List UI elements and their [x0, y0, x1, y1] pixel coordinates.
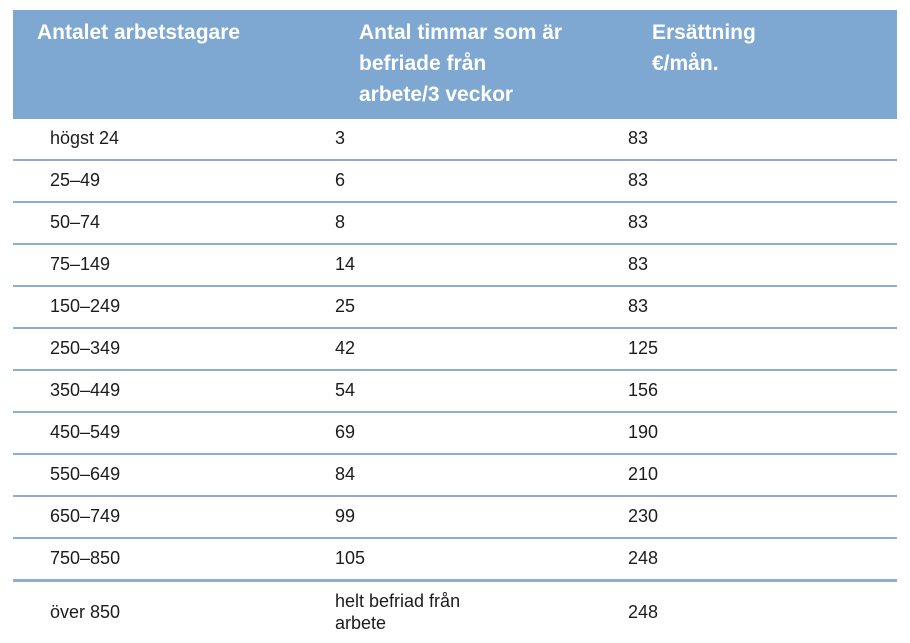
table-row: 450–549 69 190 [13, 412, 897, 454]
table-cell: 54 [335, 380, 356, 400]
table-cell: 248 [628, 548, 659, 568]
table-cell: 14 [335, 254, 356, 274]
table-cell: 450–549 [50, 422, 121, 442]
table-cell: 650–749 [50, 506, 121, 526]
table-row: 50–74 8 83 [13, 202, 897, 244]
table-cell: 156 [628, 380, 659, 400]
table-row: 25–49 6 83 [13, 160, 897, 202]
table-cell: 25–49 [50, 170, 101, 190]
table-cell: 210 [628, 464, 659, 484]
table-cell: 248 [628, 602, 659, 622]
table-cell: 99 [335, 506, 356, 526]
table-cell: helt befriad från arbete [335, 591, 461, 633]
table-cell: 350–449 [50, 380, 121, 400]
compensation-table: Antalet arbetstagare Antal timmar som är… [13, 10, 897, 643]
table-cell: 83 [628, 128, 649, 148]
table-cell: 83 [628, 254, 649, 274]
table-row: 550–649 84 210 [13, 454, 897, 496]
table-row: 750–850 105 248 [13, 538, 897, 581]
table-body: högst 24 3 83 25–49 6 83 50–74 8 83 75–149 14 83 150… [13, 119, 897, 643]
table-cell: 3 [335, 128, 346, 148]
table-cell: över 850 [50, 602, 121, 622]
table-cell: 190 [628, 422, 659, 442]
table-cell: 550–649 [50, 464, 121, 484]
table-cell: 105 [335, 548, 366, 568]
col-header-compensation: Ersättning €/mån. [628, 10, 897, 119]
table-cell: 230 [628, 506, 659, 526]
table-cell: 83 [628, 296, 649, 316]
col-header-free-hours: Antal timmar som är befriade från arbete… [335, 10, 628, 119]
table-cell: 69 [335, 422, 356, 442]
table-row: 350–449 54 156 [13, 370, 897, 412]
table-cell: 25 [335, 296, 356, 316]
table-row: högst 24 3 83 [13, 119, 897, 160]
table-cell: 150–249 [50, 296, 121, 316]
table-cell: 42 [335, 338, 356, 358]
header-row: Antalet arbetstagare Antal timmar som är… [13, 10, 897, 119]
table-cell: 84 [335, 464, 356, 484]
table-cell: 250–349 [50, 338, 121, 358]
table-row: 75–149 14 83 [13, 244, 897, 286]
table-cell: 83 [628, 212, 649, 232]
col-header-workers: Antalet arbetstagare [13, 10, 335, 119]
table-cell: högst 24 [50, 128, 120, 148]
table-row: 650–749 99 230 [13, 496, 897, 538]
table-cell: 50–74 [50, 212, 101, 232]
table-cell: 6 [335, 170, 346, 190]
table-row: över 850 helt befriad från arbete 248 [13, 580, 897, 643]
table-row: 250–349 42 125 [13, 328, 897, 370]
table-cell: 83 [628, 170, 649, 190]
table-cell: 8 [335, 212, 346, 232]
table-cell: 75–149 [50, 254, 111, 274]
table-cell: 750–850 [50, 548, 121, 568]
table-cell: 125 [628, 338, 659, 358]
table-row: 150–249 25 83 [13, 286, 897, 328]
